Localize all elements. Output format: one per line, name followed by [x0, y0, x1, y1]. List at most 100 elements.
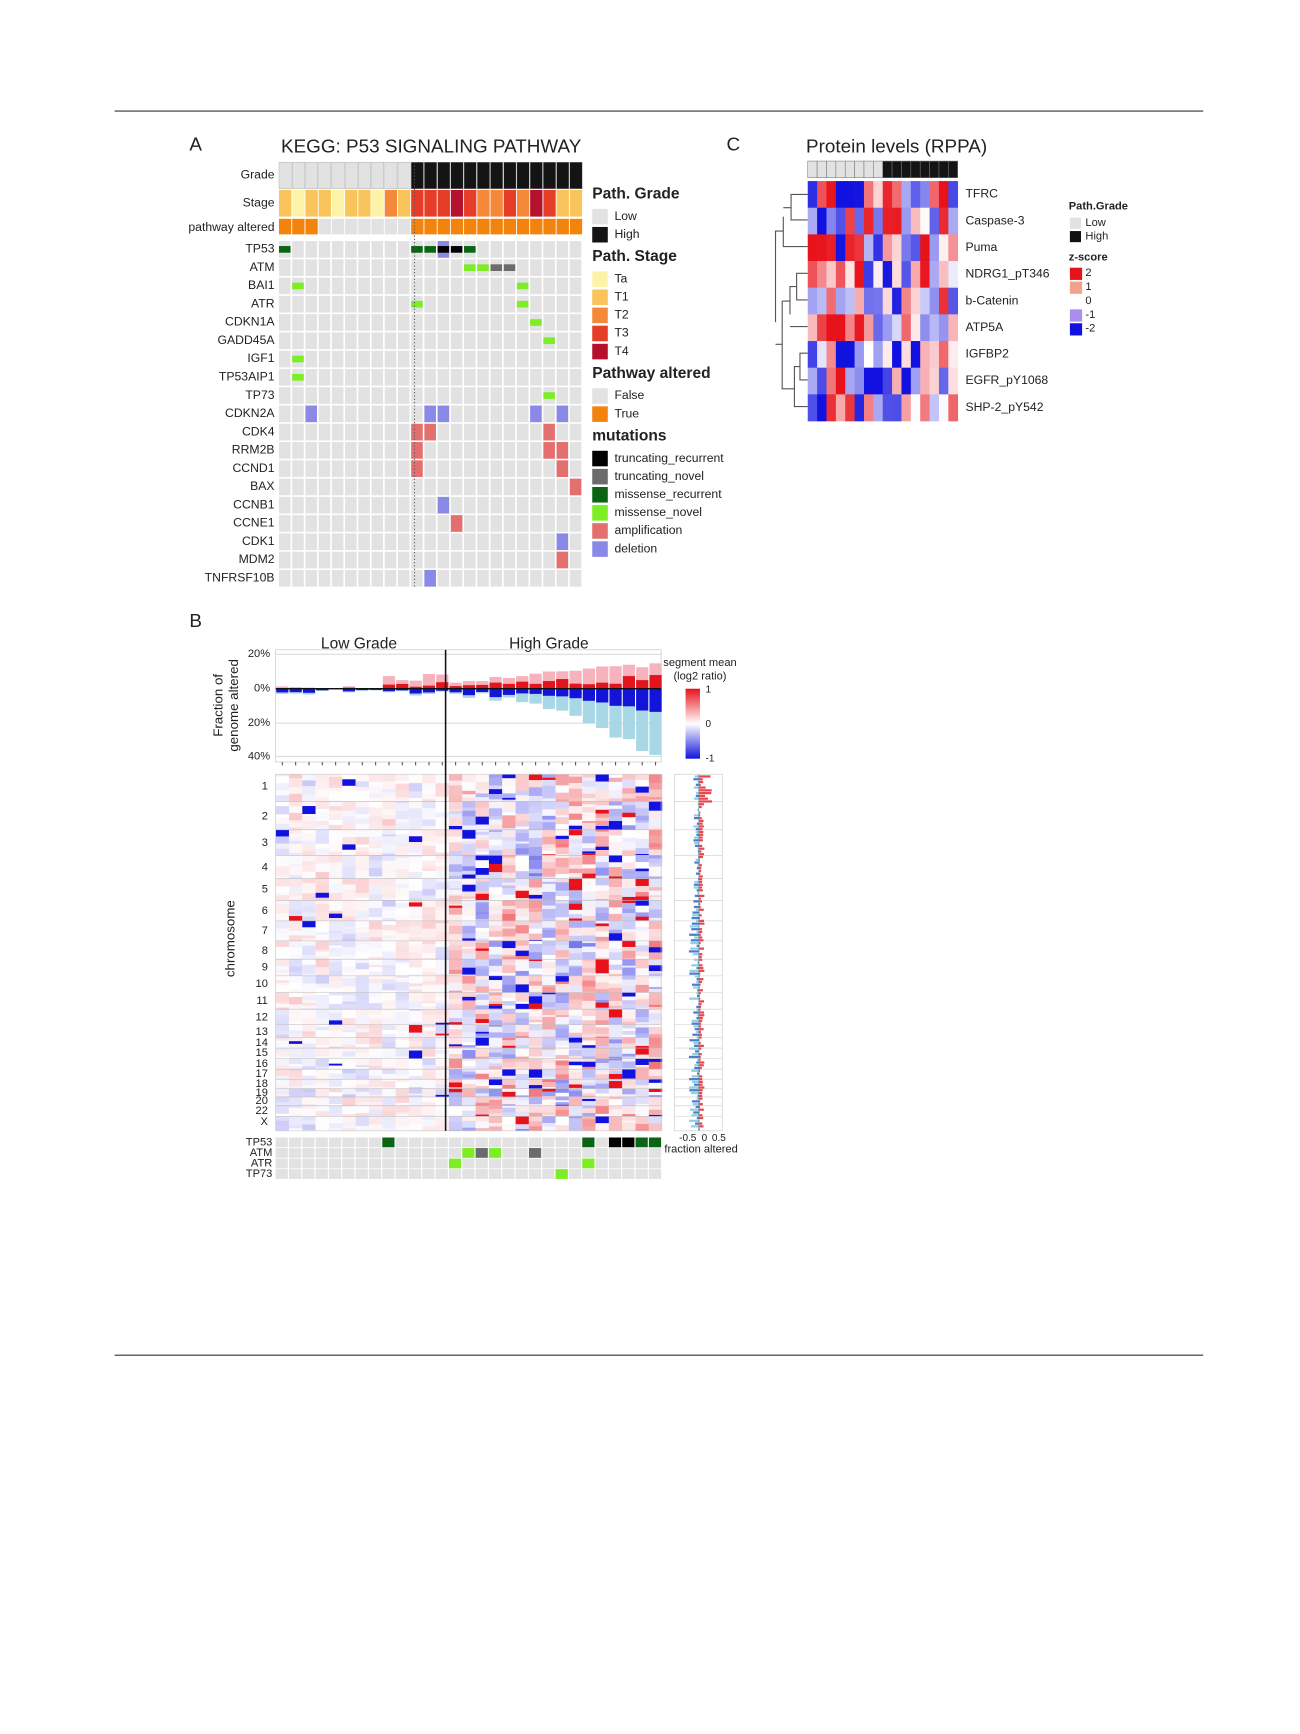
segment	[502, 1079, 516, 1086]
segment	[462, 933, 476, 939]
segment	[408, 855, 423, 858]
segment	[408, 836, 423, 843]
alteration	[450, 246, 463, 253]
segment	[422, 1021, 436, 1025]
segment	[568, 975, 583, 986]
strip-cell	[568, 1169, 582, 1179]
loss-bar-strong	[529, 688, 542, 694]
segment	[608, 829, 623, 836]
segment	[288, 899, 303, 901]
onco-cell	[569, 332, 582, 350]
segment	[555, 1100, 569, 1103]
segment	[462, 925, 476, 934]
onco-cell	[543, 241, 555, 258]
fraction-gain	[698, 1036, 702, 1039]
grade-cell	[929, 160, 940, 179]
legend-swatch	[592, 388, 608, 404]
fraction-gain	[698, 958, 703, 961]
segment	[355, 973, 369, 977]
segment	[555, 1104, 569, 1107]
grade-cell	[556, 162, 570, 190]
segment	[288, 927, 303, 932]
onco-cell	[543, 515, 555, 532]
onco-cell	[397, 295, 410, 313]
segment	[555, 940, 569, 946]
segment	[635, 1018, 649, 1023]
segment	[515, 900, 529, 909]
segment	[315, 994, 329, 1004]
segment	[608, 1033, 623, 1038]
strip-cell	[288, 1158, 302, 1169]
segment	[555, 835, 569, 840]
segment	[355, 1047, 369, 1049]
segment	[635, 896, 649, 901]
legend-label: 0	[1085, 295, 1091, 307]
segment	[648, 1024, 663, 1028]
segment	[542, 1048, 556, 1050]
segment	[595, 774, 609, 782]
segment	[555, 1024, 569, 1029]
stage-cell	[424, 189, 437, 217]
segment	[515, 1088, 529, 1096]
fraction-loss	[696, 1005, 699, 1009]
segment	[555, 799, 569, 802]
segment	[328, 791, 343, 795]
segment	[528, 920, 543, 924]
segment	[288, 975, 303, 984]
gain-bar	[462, 681, 476, 689]
axis-label: chromosome	[223, 900, 238, 977]
segment	[462, 841, 476, 845]
segment	[582, 1005, 596, 1008]
segment	[595, 885, 609, 891]
fraction-gain	[698, 1064, 704, 1067]
segment	[328, 1088, 343, 1093]
segment	[288, 1066, 303, 1070]
gene-label: BAI1	[248, 278, 275, 292]
segment	[368, 1037, 383, 1044]
segment	[555, 934, 569, 942]
segment	[582, 812, 596, 822]
fraction-gain	[698, 878, 703, 881]
onco-cell	[464, 277, 476, 295]
segment	[582, 920, 596, 928]
onco-cell	[358, 551, 370, 569]
strip-cell	[355, 1169, 368, 1179]
onco-cell	[278, 314, 291, 331]
onco-cell	[437, 569, 450, 587]
segment	[368, 920, 383, 930]
segment	[502, 1069, 516, 1076]
segment	[475, 1093, 489, 1097]
y-tick-label: 0%	[254, 683, 270, 695]
segment	[542, 798, 556, 802]
segment	[395, 829, 409, 835]
segment	[542, 1046, 556, 1049]
fraction-gain	[698, 1061, 705, 1064]
protein-label: EGFR_pY1068	[965, 373, 1048, 387]
segment	[435, 1037, 449, 1042]
segment	[302, 1104, 316, 1107]
segment	[475, 881, 489, 891]
segment	[462, 898, 476, 901]
strip-cell	[395, 1169, 408, 1179]
segment	[568, 1035, 583, 1038]
segment	[488, 1126, 503, 1132]
fraction-gain	[698, 1111, 700, 1114]
segment	[488, 819, 503, 825]
segment	[622, 862, 636, 870]
segment	[435, 1088, 449, 1096]
segment	[502, 905, 516, 910]
onco-cell	[569, 368, 582, 386]
onco-cell	[292, 478, 304, 496]
loss-bar-strong	[542, 688, 556, 696]
segment	[595, 1116, 609, 1124]
segment	[288, 1041, 303, 1045]
chromosome-label: 18	[256, 1078, 268, 1090]
segment	[542, 855, 556, 863]
segment	[568, 1032, 583, 1036]
onco-cell	[371, 551, 384, 569]
segment	[595, 931, 609, 938]
rppa-cell	[882, 367, 893, 395]
fraction-gain	[698, 1019, 703, 1022]
segment	[542, 918, 556, 921]
segment	[568, 1037, 583, 1043]
